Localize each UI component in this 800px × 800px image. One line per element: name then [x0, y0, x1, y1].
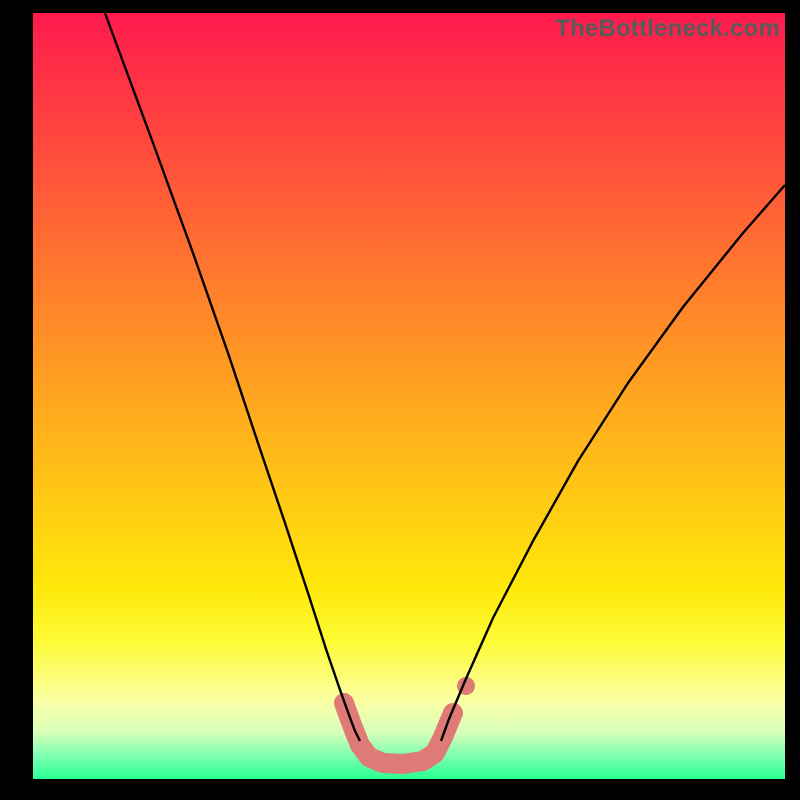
valley-band — [344, 703, 453, 764]
chart-frame: TheBottleneck.com — [0, 0, 800, 800]
curve-right — [441, 185, 785, 741]
curve-left — [105, 13, 360, 741]
chart-svg — [0, 0, 800, 800]
